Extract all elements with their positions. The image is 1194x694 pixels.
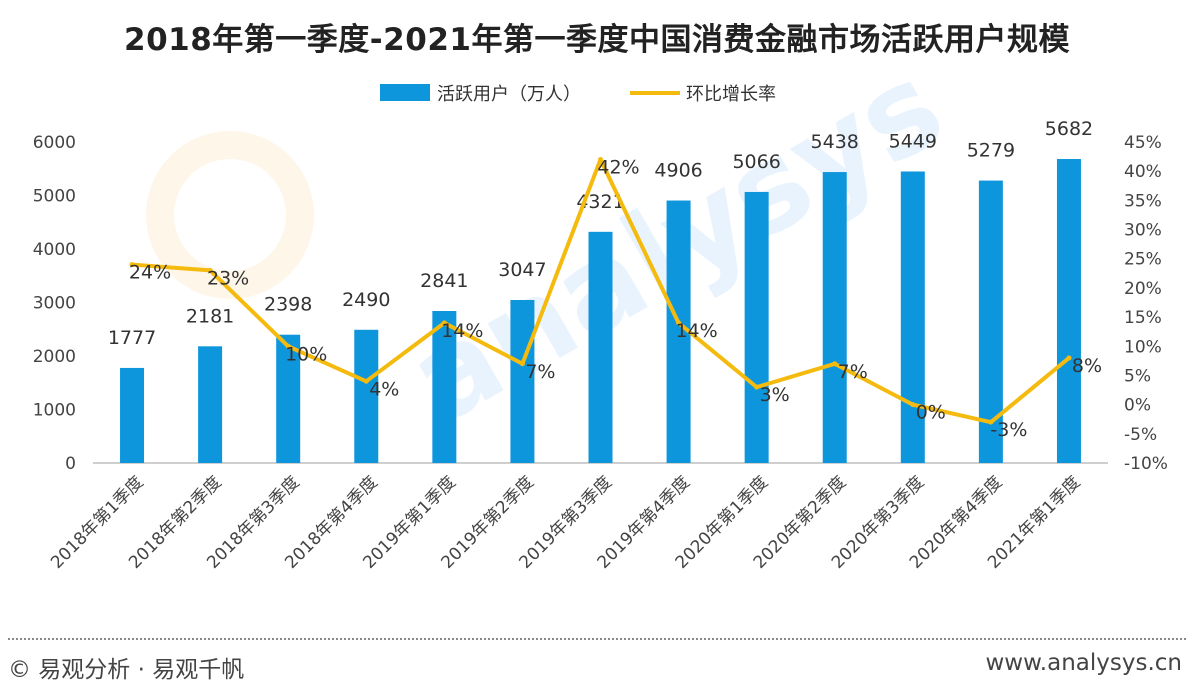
bar-value-label: 5279 (967, 140, 1015, 162)
line-value-label: 8% (1072, 355, 1102, 377)
y-left-tick-label: 3000 (33, 294, 76, 314)
y-right-tick-label: 25% (1124, 250, 1162, 270)
line-value-label: 42% (597, 157, 639, 179)
bar-value-label: 3047 (498, 259, 546, 281)
line-value-label: 0% (916, 402, 946, 424)
line-value-label: 24% (129, 262, 171, 284)
bar (354, 329, 379, 463)
y-left-tick-label: 1000 (33, 401, 76, 421)
bar (120, 367, 145, 463)
y-right-tick-label: 15% (1124, 308, 1162, 328)
legend-swatch-bar (380, 84, 430, 101)
footer-divider (8, 638, 1186, 640)
x-tick-labels: 2018年第1季度2018年第2季度2018年第3季度2018年第4季度2019… (47, 472, 1084, 572)
bar-value-label: 5682 (1045, 118, 1093, 140)
line-value-label: 7% (838, 361, 868, 383)
bar (276, 334, 301, 463)
y-left-tick-label: 5000 (33, 187, 76, 207)
bar-value-label: 1777 (108, 327, 156, 349)
line-point (832, 361, 838, 367)
bar-value-label: 2841 (420, 270, 468, 292)
line-point (207, 267, 213, 273)
bar-value-label: 4906 (654, 160, 702, 182)
bar (198, 346, 223, 463)
footer-website: www.analysys.cn (985, 650, 1182, 676)
y-right-tick-label: 45% (1124, 133, 1162, 153)
line-point (910, 402, 916, 408)
line-value-label: 23% (207, 267, 249, 289)
line-point (988, 419, 994, 425)
bar (1056, 159, 1081, 463)
footer-copyright: © 易观分析 · 易观千帆 (8, 657, 245, 683)
y-right-tick-label: 10% (1124, 337, 1162, 357)
y-left-tick-label: 2000 (33, 347, 76, 367)
line-point (676, 320, 682, 326)
bar-value-label: 2490 (342, 289, 390, 311)
line-point (129, 262, 135, 268)
bar-value-label: 2181 (186, 305, 234, 327)
bar (432, 311, 457, 463)
line-point (754, 384, 760, 390)
chart-title: 2018年第一季度-2021年第一季度中国消费金融市场活跃用户规模 (124, 22, 1070, 58)
bar-series (120, 159, 1081, 464)
line-value-label: 4% (369, 378, 399, 400)
bar (588, 231, 613, 463)
bar (744, 191, 769, 463)
line-value-label: 14% (675, 320, 717, 342)
line-point (598, 157, 603, 163)
bar (900, 171, 925, 463)
line-point (519, 361, 525, 367)
y-right-tick-label: -5% (1124, 425, 1157, 445)
chart-area: analysys 活跃用户（万人） 环比增长率 01000200030004000… (33, 37, 1168, 573)
y-right-tick-label: 30% (1124, 221, 1162, 241)
bar-value-label: 5438 (811, 131, 859, 153)
y-right-tick-label: 20% (1124, 279, 1162, 299)
y-left-tick-label: 0 (65, 454, 76, 474)
line-point (441, 320, 447, 326)
y-left-tick-label: 6000 (33, 133, 76, 153)
legend-label-line: 环比增长率 (686, 84, 776, 105)
line-point (363, 378, 369, 384)
axes: 0 1000 2000 3000 4000 5000 6000 -10% -5% 0% 5% 10% 1… (33, 133, 1168, 474)
line-value-label: 7% (525, 361, 555, 383)
y-right-tick-label: 0% (1124, 396, 1151, 416)
line-point (1066, 355, 1072, 361)
bar-value-label: 5449 (889, 130, 937, 152)
bar (822, 172, 847, 463)
legend-label-bar: 活跃用户（万人） (437, 84, 581, 105)
y-right-tick-label: 40% (1124, 162, 1162, 182)
line-point (285, 343, 291, 349)
y-right-tick-label: 35% (1124, 191, 1162, 211)
legend: 活跃用户（万人） 环比增长率 (380, 84, 776, 105)
line-value-labels: 24% 23% 10% 4% 14% 7% 42% 14% 3% 7% 0% -3% 8% (129, 157, 1102, 442)
line-series (129, 157, 1072, 425)
line-value-label: 14% (441, 320, 483, 342)
line-value-label: -3% (990, 419, 1027, 441)
bar-value-label: 5066 (732, 151, 780, 173)
y-left-tick-label: 4000 (33, 240, 76, 260)
line-value-label: 10% (285, 343, 327, 365)
y-right-tick-label: -10% (1124, 454, 1168, 474)
bar (510, 299, 535, 463)
bar-value-label: 2398 (264, 294, 312, 316)
line-value-label: 3% (760, 384, 790, 406)
y-right-tick-label: 5% (1124, 366, 1151, 386)
